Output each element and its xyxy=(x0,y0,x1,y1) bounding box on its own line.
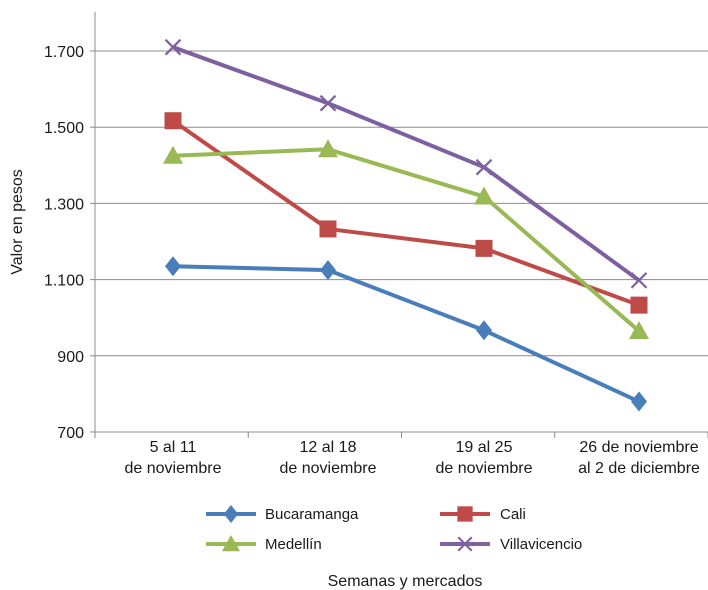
data-point-medellin xyxy=(474,186,494,205)
series-line-cali xyxy=(171,119,640,308)
x-tick-label-line: 5 al 11 xyxy=(150,439,197,456)
data-point-bucaramanga xyxy=(476,320,492,341)
data-point-villavicencio xyxy=(164,38,182,56)
gridlines xyxy=(95,50,708,357)
data-point-cali xyxy=(319,220,337,238)
y-tick-label: 1.100 xyxy=(44,273,84,290)
legend-label: Medellín xyxy=(265,536,322,553)
data-point-medellin xyxy=(318,139,338,158)
y-tick-labels: 700 900 1.100 1.300 1.500 1.700 xyxy=(44,44,84,442)
series-line-bucaramanga xyxy=(172,264,640,404)
x-tick-label-line: al 2 de diciembre xyxy=(578,460,700,477)
x-tick-label: 12 al 18 de noviembre xyxy=(280,439,377,477)
data-point-cali xyxy=(164,112,182,130)
x-axis-title: Semanas y mercados xyxy=(328,573,483,590)
data-point-bucaramanga xyxy=(320,260,336,281)
data-point-villavicencio xyxy=(475,158,493,176)
legend: Bucaramanga Cali Medellín Villavicencio xyxy=(206,505,582,553)
y-tick-label: 700 xyxy=(57,425,84,442)
y-tick-label: 900 xyxy=(57,349,84,366)
y-tick-label: 1.500 xyxy=(44,120,84,137)
x-marker-stroke xyxy=(164,38,182,56)
legend-marker xyxy=(457,506,473,522)
x-tick-label-line: de noviembre xyxy=(436,460,533,477)
data-point-villavicencio xyxy=(630,272,648,289)
data-point-bucaramanga xyxy=(165,256,181,277)
x-tick-label-line: 12 al 18 xyxy=(300,439,357,456)
x-tick-label: 5 al 11 de noviembre xyxy=(125,439,222,477)
legend-label: Villavicencio xyxy=(500,536,582,553)
x-tick-label-line: de noviembre xyxy=(125,460,222,477)
x-marker-stroke xyxy=(630,272,648,289)
x-tick-label: 19 al 25 de noviembre xyxy=(436,439,533,477)
series-markers xyxy=(163,38,649,412)
legend-marker xyxy=(457,536,473,552)
data-point-cali xyxy=(475,239,493,257)
data-point-medellin xyxy=(629,321,649,340)
x-marker-stroke xyxy=(475,158,493,176)
series-line-villavicencio xyxy=(172,45,641,282)
data-point-cali xyxy=(630,296,648,314)
legend-label: Bucaramanga xyxy=(265,506,359,523)
y-tick-label: 1.300 xyxy=(44,196,84,213)
series-line-medellin xyxy=(172,147,641,333)
x-marker-stroke xyxy=(319,94,337,112)
legend-item-cali: Cali xyxy=(440,506,526,523)
x-tick-label-line: 19 al 25 xyxy=(456,439,513,456)
y-axis-title: Valor en pesos xyxy=(9,169,26,275)
legend-item-bucaramanga: Bucaramanga xyxy=(206,505,359,523)
x-marker-stroke xyxy=(457,536,473,552)
legend-marker xyxy=(222,535,240,552)
legend-label: Cali xyxy=(500,506,526,523)
data-point-villavicencio xyxy=(319,94,337,112)
y-tick-label: 1.700 xyxy=(44,44,84,61)
x-tick-label-line: 26 de noviembre xyxy=(579,439,698,456)
legend-item-medellin: Medellín xyxy=(206,535,322,553)
series-lines xyxy=(171,45,641,404)
data-point-bucaramanga xyxy=(631,391,647,412)
legend-marker xyxy=(223,505,239,523)
x-tick-label: 26 de noviembre al 2 de diciembre xyxy=(578,439,700,477)
legend-item-villavicencio: Villavicencio xyxy=(440,536,582,553)
x-tick-label-line: de noviembre xyxy=(280,460,377,477)
axes xyxy=(90,12,708,438)
data-point-medellin xyxy=(163,145,183,164)
